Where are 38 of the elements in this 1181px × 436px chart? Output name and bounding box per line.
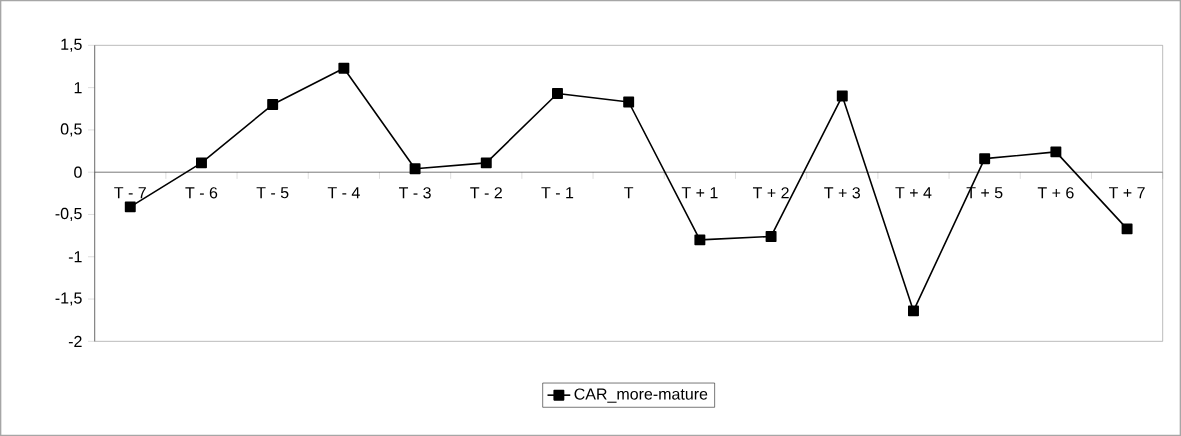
point (1050, 146, 1062, 158)
x-tick-label: T - 2 (470, 187, 502, 199)
x-tick-label: T - 5 (256, 187, 289, 199)
x-tick-label: T + 7 (1108, 187, 1145, 199)
x-tick-label: T + 2 (752, 187, 789, 199)
x-tick-label: T - 3 (398, 187, 431, 199)
x-tick-label: T + 6 (1037, 187, 1074, 199)
point (765, 231, 777, 242)
x-tick-label: T - 6 (185, 187, 218, 199)
x-tick-label: T - 7 (114, 187, 146, 199)
y-tick-label: -2 (68, 335, 82, 347)
point (694, 234, 706, 246)
point (267, 99, 279, 110)
x-tick-label: T + 3 (824, 187, 861, 199)
x-tick-label: T (624, 187, 634, 199)
y-tick-label: -1 (68, 251, 82, 263)
y-tick-label: 0,5 (60, 123, 82, 137)
legend-label: CAR_more-mature (574, 388, 708, 403)
point (979, 153, 991, 165)
y-tick-label: 1,5 (61, 38, 82, 52)
point (338, 62, 350, 74)
y-tick-label: 0 (74, 166, 82, 178)
point (623, 96, 635, 108)
x-tick-label: T - 1 (541, 187, 574, 199)
point (908, 305, 919, 317)
point (836, 90, 848, 102)
point (1121, 223, 1133, 235)
point (552, 88, 563, 100)
x-tick-label: T + 4 (895, 187, 932, 199)
point (409, 163, 421, 175)
x-tick-label: T - 4 (327, 187, 360, 199)
y-tick-label: 1 (74, 82, 82, 94)
point (124, 201, 136, 213)
y-tick-label: -0,5 (55, 207, 82, 222)
x-tick-label: T + 1 (681, 187, 718, 199)
point (196, 157, 207, 169)
y-tick-label: -1,5 (55, 292, 82, 306)
point (480, 157, 492, 169)
